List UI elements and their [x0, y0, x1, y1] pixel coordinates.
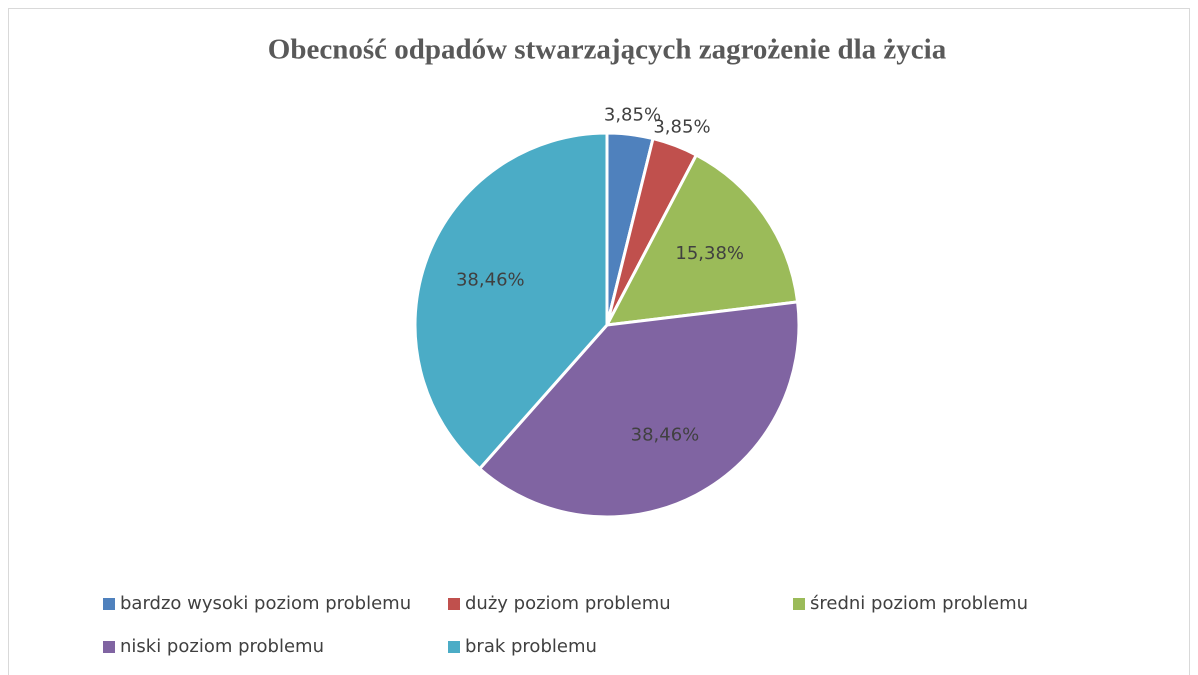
- data-label: 38,46%: [631, 425, 700, 446]
- legend-swatch: [448, 598, 460, 610]
- pie-slice: [604, 153, 800, 327]
- data-label: 38,46%: [456, 270, 525, 291]
- legend-swatch: [103, 641, 115, 653]
- legend-swatch: [793, 598, 805, 610]
- data-label: 15,38%: [675, 243, 744, 264]
- legend-label: bardzo wysoki poziom problemu: [120, 593, 411, 614]
- legend-swatch: [103, 598, 115, 610]
- legend-swatch: [448, 641, 460, 653]
- legend-label: duży poziom problemu: [465, 593, 671, 614]
- legend-label: średni poziom problemu: [810, 593, 1028, 614]
- legend-label: brak problemu: [465, 636, 597, 657]
- pie-slice: [477, 300, 801, 519]
- data-label: 3,85%: [604, 104, 661, 125]
- data-label: 3,85%: [653, 117, 710, 138]
- chart-title: Obecność odpadów stwarzających zagrożeni…: [268, 34, 947, 66]
- legend-label: niski poziom problemu: [120, 636, 324, 657]
- pie-slice: [413, 131, 609, 471]
